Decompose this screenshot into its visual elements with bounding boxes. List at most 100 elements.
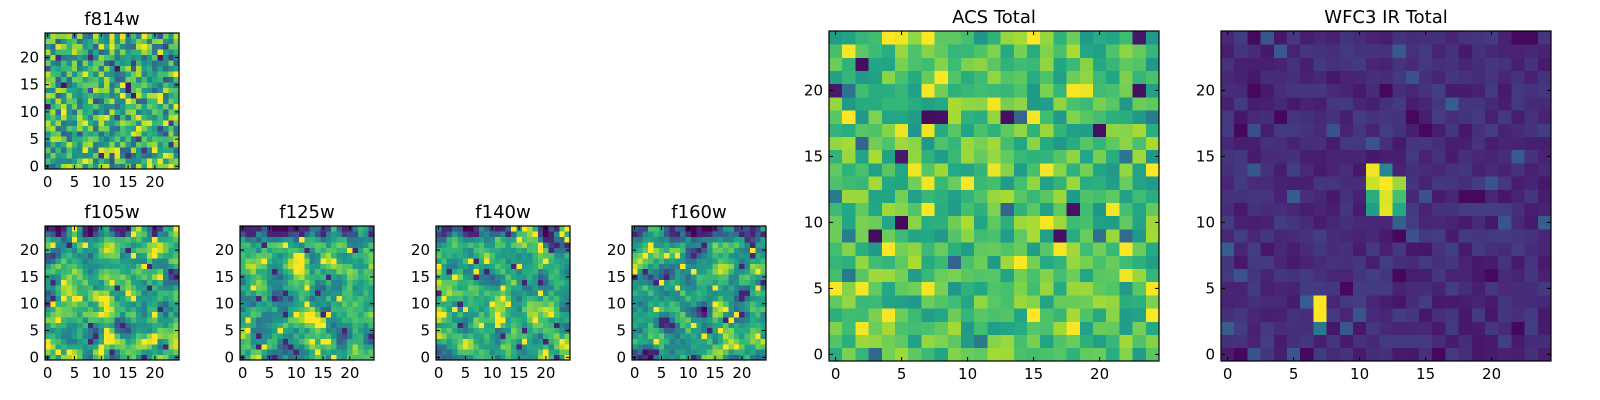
heatmap-cell [559, 333, 565, 339]
heatmap-cell [114, 103, 121, 110]
heatmap-cell [1537, 163, 1552, 177]
heatmap-cell [1471, 347, 1486, 362]
heatmap-cell [829, 334, 843, 349]
heatmap-cell [55, 226, 62, 232]
heatmap-cell [527, 343, 533, 350]
heatmap-cell [1445, 57, 1459, 71]
y-tick-label: 15 [1196, 147, 1215, 165]
heatmap-cell [77, 76, 83, 83]
heatmap-cell [1247, 44, 1261, 58]
heatmap-cell [1445, 83, 1459, 98]
heatmap-cell [71, 49, 78, 56]
heatmap-cell [162, 263, 169, 270]
heatmap-cell [446, 247, 453, 254]
heatmap-cell [881, 268, 896, 283]
heatmap-cell [125, 43, 132, 50]
heatmap-cell [266, 263, 273, 270]
heatmap-cell [66, 306, 73, 313]
heatmap-cell [1432, 70, 1446, 85]
heatmap-cell [146, 136, 153, 143]
heatmap-cell [256, 263, 262, 270]
heatmap-cell [141, 33, 148, 39]
heatmap-cell [1040, 83, 1054, 98]
heatmap-cell [1511, 149, 1525, 164]
heatmap-cell [363, 252, 369, 259]
heatmap-cell [240, 306, 246, 313]
heatmap-cell [136, 258, 142, 264]
heatmap-cell [564, 306, 571, 313]
heatmap-cell [1498, 281, 1512, 296]
heatmap-cell [87, 226, 94, 232]
heatmap-cell [162, 327, 169, 334]
heatmap-cell [1458, 83, 1473, 98]
heatmap-cell [648, 306, 654, 313]
heatmap-cell [921, 83, 935, 98]
heatmap-cell [1000, 70, 1015, 85]
heatmap-cell [489, 327, 496, 334]
heatmap-cell [146, 274, 153, 280]
heatmap-cell [50, 295, 57, 302]
heatmap-cell [1260, 176, 1275, 190]
heatmap-cell [125, 109, 132, 115]
heatmap-cell [653, 295, 660, 302]
heatmap-cell [136, 284, 142, 291]
heatmap-cell [855, 149, 869, 164]
heatmap-cell [648, 311, 654, 318]
heatmap-cell [66, 311, 73, 318]
heatmap-cell [842, 281, 856, 296]
heatmap-cell [1234, 31, 1248, 45]
heatmap-cell [527, 247, 533, 254]
heatmap-cell [1234, 229, 1248, 243]
heatmap-cell [157, 130, 164, 137]
heatmap-cell [1119, 308, 1133, 322]
heatmap-cell [352, 311, 359, 318]
heatmap-cell [256, 338, 262, 345]
heatmap-cell [71, 311, 78, 318]
heatmap-cell [71, 317, 78, 323]
heatmap-cell [1353, 110, 1367, 124]
heatmap-cell [653, 301, 660, 307]
heatmap-cell [130, 322, 137, 329]
heatmap-cell [505, 279, 512, 286]
heatmap-cell [162, 247, 169, 254]
heatmap-cell [500, 317, 507, 323]
heatmap-cell [168, 54, 174, 61]
heatmap-cell [109, 152, 116, 159]
heatmap-cell [293, 327, 300, 334]
heatmap-cell [947, 136, 962, 151]
heatmap-cell [484, 343, 490, 350]
heatmap-cell [712, 231, 719, 238]
heatmap-cell [1498, 149, 1512, 164]
heatmap-cell [701, 274, 708, 280]
heatmap-cell [1419, 44, 1433, 58]
heatmap-cell [1339, 202, 1354, 217]
heatmap-cell [1234, 163, 1248, 177]
heatmap-cell [653, 263, 660, 270]
heatmap-cell [1498, 255, 1512, 269]
heatmap-cell [357, 274, 364, 280]
heatmap-cell [157, 242, 164, 248]
heatmap-cell [855, 136, 869, 151]
heatmap-cell [1419, 149, 1433, 164]
heatmap-cell [868, 189, 883, 203]
heatmap-cell [1221, 189, 1235, 203]
heatmap-cell [168, 317, 174, 323]
heatmap-cell [61, 258, 67, 264]
heatmap-cell [987, 189, 1001, 203]
heatmap-cell [282, 268, 289, 275]
heatmap-cell [152, 130, 158, 137]
heatmap-cell [1234, 136, 1248, 151]
heatmap-cell [1379, 229, 1393, 243]
heatmap-cell [1040, 57, 1054, 71]
heatmap-cell [1537, 136, 1552, 151]
heatmap-cell [696, 247, 703, 254]
heatmap-cell [50, 247, 57, 254]
heatmap-cell [728, 279, 735, 286]
heatmap-cell [141, 141, 148, 148]
heatmap-cell [511, 226, 517, 232]
heatmap-cell [868, 110, 883, 124]
heatmap-cell [696, 295, 703, 302]
heatmap-cell [256, 258, 262, 264]
heatmap-cell [315, 226, 321, 232]
